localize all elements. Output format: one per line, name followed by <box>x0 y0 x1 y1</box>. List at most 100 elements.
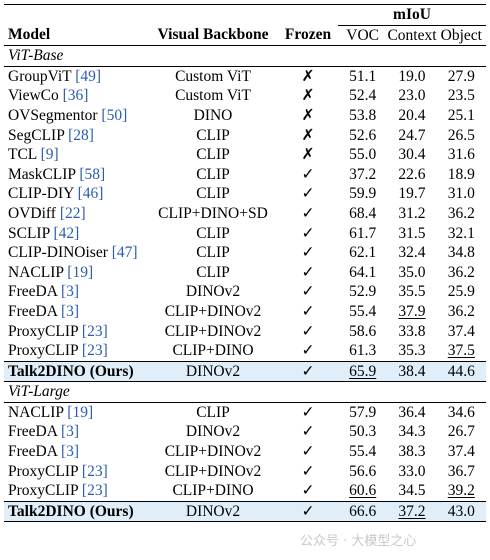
citation-link[interactable]: [50] <box>101 106 128 124</box>
context-cell: 36.4 <box>387 401 437 423</box>
backbone-cell: CLIP <box>196 263 230 281</box>
object-cell: 37.4 <box>447 322 475 340</box>
backbone-cell: Custom ViT <box>175 87 251 105</box>
model-name: GroupViT <box>8 67 72 85</box>
context-cell: 20.4 <box>398 106 426 124</box>
frozen-cell: ✓ <box>301 185 315 203</box>
object-cell: 32.1 <box>447 224 475 242</box>
model-name: NACLIP <box>8 263 64 281</box>
table-row: FreeDA [3] DINOv2 ✓ 50.3 34.3 26.7 <box>4 422 486 442</box>
citation-link[interactable]: [23] <box>81 462 108 480</box>
citation-link[interactable]: [36] <box>62 87 89 105</box>
citation-link[interactable]: [23] <box>81 482 108 500</box>
object-cell: 25.1 <box>447 106 475 124</box>
context-cell: 19.0 <box>387 65 437 87</box>
voc-cell: 64.1 <box>349 263 377 281</box>
table-row: CLIP-DIY [46] CLIP ✓ 59.9 19.7 31.0 <box>4 184 486 204</box>
model-name: ProxyCLIP <box>8 322 79 340</box>
citation-link[interactable]: [42] <box>53 224 80 242</box>
citation-link[interactable]: [47] <box>111 244 138 262</box>
citation-link[interactable]: [9] <box>40 146 59 164</box>
citation-link[interactable]: [3] <box>60 302 80 320</box>
frozen-cell: ✗ <box>278 65 338 87</box>
citation-link[interactable]: [28] <box>68 126 94 144</box>
backbone-cell: Custom ViT <box>148 65 278 87</box>
frozen-cell: ✓ <box>278 360 338 382</box>
backbone-cell: CLIP <box>196 224 230 242</box>
frozen-cell: ✗ <box>301 126 315 144</box>
frozen-cell: ✗ <box>301 146 315 164</box>
voc-cell: 55.4 <box>349 443 377 461</box>
object-cell: 36.2 <box>447 204 475 222</box>
voc-cell: 60.6 <box>349 482 377 500</box>
voc-cell: 55.4 <box>349 302 377 320</box>
citation-link[interactable]: [19] <box>67 263 94 281</box>
citation-link[interactable]: [3] <box>60 443 80 461</box>
object-cell: 34.8 <box>447 244 475 262</box>
context-cell: 32.4 <box>398 244 426 262</box>
table-row: NACLIP [19] CLIP ✓ 57.9 36.4 34.6 <box>4 401 486 423</box>
voc-cell: 55.0 <box>349 146 377 164</box>
model-name: SCLIP <box>8 224 50 242</box>
backbone-cell: CLIP+DINOv2 <box>164 443 262 461</box>
citation-link[interactable]: [49] <box>75 67 102 85</box>
object-cell: 43.0 <box>436 500 486 523</box>
model-cell: ProxyCLIP [23] <box>4 462 148 482</box>
frozen-cell: ✓ <box>301 302 315 320</box>
object-cell: 27.9 <box>436 65 486 87</box>
col-header-object: Object <box>440 26 482 44</box>
object-cell: 36.2 <box>447 302 475 320</box>
table-row: CLIP-DINOiser [47] CLIP ✓ 62.1 32.4 34.8 <box>4 243 486 263</box>
backbone-cell: CLIP+DINO <box>172 482 254 500</box>
col-header-model: Model <box>8 26 51 44</box>
model-name: FreeDA <box>8 302 58 320</box>
backbone-cell: CLIP <box>196 126 230 144</box>
model-cell: Talk2DINO (Ours) <box>4 360 148 382</box>
frozen-cell: ✓ <box>301 165 315 183</box>
citation-link[interactable]: [22] <box>59 204 86 222</box>
col-header-context: Context <box>387 26 437 44</box>
model-cell: ProxyCLIP [23] <box>4 481 148 501</box>
voc-cell: 65.9 <box>338 360 388 382</box>
object-cell: 37.5 <box>447 342 475 360</box>
context-cell: 31.5 <box>398 224 426 242</box>
citation-link[interactable]: [19] <box>67 403 94 421</box>
model-cell: ProxyCLIP [23] <box>4 322 148 342</box>
citation-link[interactable]: [46] <box>77 185 104 203</box>
frozen-cell: ✗ <box>301 106 315 124</box>
context-cell: 34.5 <box>398 482 426 500</box>
object-cell: 31.6 <box>447 146 475 164</box>
model-cell: MaskCLIP [58] <box>4 165 148 185</box>
context-cell: 33.0 <box>398 462 426 480</box>
voc-cell: 56.6 <box>349 462 377 480</box>
citation-link[interactable]: [23] <box>81 322 108 340</box>
voc-cell: 61.3 <box>349 342 377 360</box>
citation-link[interactable]: [23] <box>81 342 108 360</box>
object-cell: 37.4 <box>447 443 475 461</box>
table-row: FreeDA [3] CLIP+DINOv2 ✓ 55.4 37.9 36.2 <box>4 302 486 322</box>
citation-link[interactable]: [3] <box>60 423 80 441</box>
header-row-columns: Model Visual Backbone Frozen VOC Context… <box>4 25 486 46</box>
backbone-cell: DINOv2 <box>148 360 278 382</box>
model-name: FreeDA <box>8 423 58 441</box>
voc-cell: 59.9 <box>349 185 377 203</box>
backbone-cell: DINO <box>193 106 233 124</box>
table-row: OVDiff [22] CLIP+DINO+SD ✓ 68.4 31.2 36.2 <box>4 204 486 224</box>
table-row: OVSegmentor [50] DINO ✗ 53.8 20.4 25.1 <box>4 106 486 126</box>
model-cell: ViewCo [36] <box>4 86 148 106</box>
citation-link[interactable]: [58] <box>79 165 106 183</box>
object-cell: 25.9 <box>447 283 475 301</box>
frozen-cell: ✓ <box>301 462 315 480</box>
model-name: ProxyCLIP <box>8 462 79 480</box>
voc-cell: 68.4 <box>349 204 377 222</box>
model-cell: OVDiff [22] <box>4 204 148 224</box>
backbone-cell: CLIP <box>196 185 230 203</box>
voc-cell: 57.9 <box>338 401 388 423</box>
frozen-cell: ✓ <box>301 263 315 281</box>
context-cell: 30.4 <box>398 146 426 164</box>
model-cell: SCLIP [42] <box>4 224 148 244</box>
header-row-metric: mIoU <box>4 4 486 26</box>
citation-link[interactable]: [3] <box>60 283 80 301</box>
backbone-cell: CLIP+DINO <box>172 342 254 360</box>
group-label: ViT-Base <box>4 45 486 67</box>
